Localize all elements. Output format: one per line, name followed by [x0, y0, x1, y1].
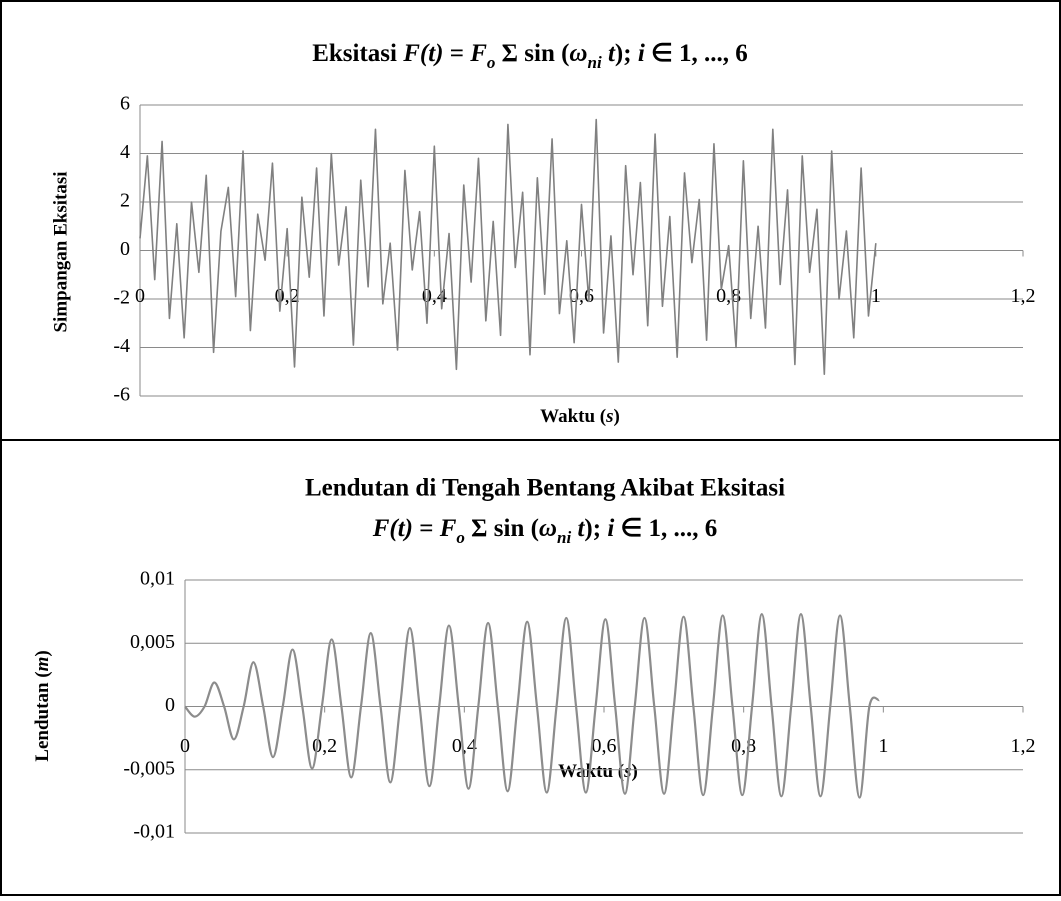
- chart-subtitle: F(t) = Fo Σ sin (ωni t); i ∈ 1, ..., 6: [372, 515, 718, 548]
- y-tick-label: 4: [120, 141, 130, 163]
- title-part: Eksitasi: [312, 40, 403, 67]
- title-part: ni: [588, 53, 602, 72]
- label-part: Lendutan (: [32, 671, 53, 761]
- title-part: t: [602, 40, 616, 67]
- y-tick-label: -4: [113, 335, 130, 357]
- title-part: o: [487, 53, 496, 72]
- data-line: [184, 613, 881, 799]
- title-part: F: [469, 40, 487, 67]
- x-axis-label: Waktu (s): [558, 761, 638, 782]
- title-part: F(t): [402, 40, 443, 67]
- x-tick-label: 1,2: [1011, 285, 1036, 307]
- y-tick-label: 6: [120, 93, 130, 115]
- title-part: =: [443, 40, 470, 67]
- x-axis-label: Waktu (s): [540, 406, 620, 427]
- title-part: ∈ 1, ..., 6: [614, 515, 717, 542]
- title-part: F: [439, 515, 457, 542]
- x-tick-label: 1: [871, 285, 881, 307]
- title-part: i: [638, 40, 645, 67]
- chart-title: Eksitasi F(t) = Fo Σ sin (ωni t); i ∈ 1,…: [312, 40, 748, 73]
- title-part: ni: [557, 528, 571, 547]
- title-part: o: [456, 528, 465, 547]
- y-tick-label: 2: [120, 190, 130, 212]
- label-part: Waktu (: [540, 406, 606, 427]
- x-tick-label: 1: [878, 735, 888, 757]
- x-tick-label: 0,6: [569, 285, 594, 307]
- title-part: );: [584, 515, 607, 542]
- title-part: Σ sin (: [465, 515, 539, 542]
- y-tick-label: 0,01: [140, 568, 175, 590]
- label-part: s: [623, 761, 631, 782]
- y-tick-label: -0,005: [123, 757, 175, 779]
- title-part: Σ sin (: [495, 40, 569, 67]
- title-part: );: [615, 40, 638, 67]
- y-tick-label: -2: [113, 287, 130, 309]
- label-part: ): [32, 650, 53, 656]
- y-tick-label: 0: [120, 238, 130, 260]
- x-tick-label: 0,4: [452, 735, 477, 757]
- title-part: i: [607, 515, 614, 542]
- title-part: t: [571, 515, 585, 542]
- x-tick-label: 0,6: [592, 735, 617, 757]
- title-part: ω: [539, 515, 557, 542]
- y-axis-label: Lendutan (m): [32, 650, 53, 761]
- data-line: [139, 118, 877, 375]
- label-part: Waktu (: [558, 761, 624, 782]
- y-tick-label: 0,005: [130, 631, 175, 653]
- label-part: ): [632, 761, 638, 782]
- y-tick-label: -0,01: [133, 821, 175, 843]
- title-part: ω: [569, 40, 587, 67]
- label-part: s: [605, 406, 613, 427]
- title-part: =: [413, 515, 440, 542]
- label-part: ): [614, 406, 620, 427]
- y-tick-label: 0: [165, 694, 175, 716]
- x-tick-label: 1,2: [1011, 735, 1036, 757]
- y-axis-label: Simpangan Eksitasi: [50, 171, 71, 332]
- title-part: ∈ 1, ..., 6: [645, 40, 748, 67]
- x-tick-label: 0: [180, 735, 190, 757]
- chart-title: Lendutan di Tengah Bentang Akibat Eksita…: [305, 475, 785, 502]
- title-part: F(t): [372, 515, 413, 542]
- x-tick-label: 0: [135, 285, 145, 307]
- label-part: m: [32, 657, 53, 672]
- x-tick-label: 0,8: [716, 285, 741, 307]
- y-tick-label: -6: [113, 384, 130, 406]
